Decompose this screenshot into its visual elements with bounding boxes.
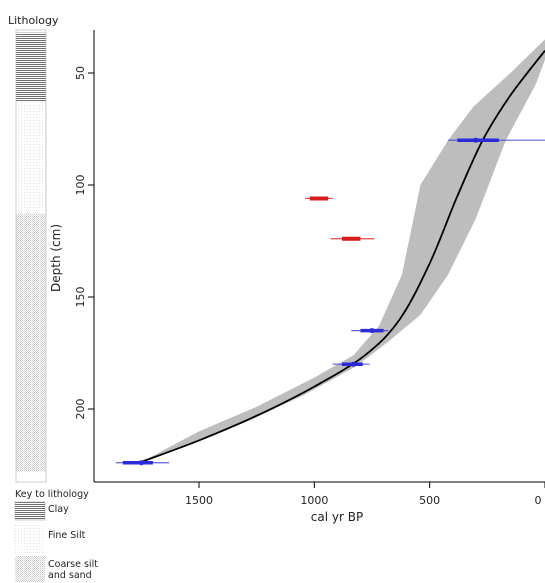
y-tick-label-50: 50 bbox=[74, 66, 87, 80]
date-accepted-1 bbox=[448, 137, 545, 143]
key-swatch-fine-silt bbox=[15, 523, 45, 553]
median-age-curve bbox=[138, 50, 545, 464]
y-axis-title: Depth (cm) bbox=[49, 224, 63, 292]
y-tick-label-150: 150 bbox=[74, 287, 87, 308]
key-swatch-clay bbox=[14, 501, 46, 521]
date-accepted-2 bbox=[351, 328, 389, 334]
key-label-fine-silt: Fine Silt bbox=[48, 530, 86, 541]
lithology-unit-1 bbox=[16, 32, 46, 103]
y-tick-label-200: 200 bbox=[74, 399, 87, 420]
key-label-coarse-2: and sand bbox=[48, 570, 92, 581]
key-label-coarse-1: Coarse silt bbox=[48, 559, 98, 570]
key-label-clay: Clay bbox=[48, 504, 69, 515]
lithology-column bbox=[15, 29, 47, 483]
uncertainty-band bbox=[125, 39, 545, 468]
key-title: Key to lithology bbox=[15, 489, 89, 500]
x-tick-label-1000: 1000 bbox=[300, 494, 328, 507]
y-tick-label-100: 100 bbox=[74, 175, 87, 196]
lithology-unit-2 bbox=[16, 102, 46, 215]
lithology-title: Lithology bbox=[8, 14, 59, 27]
date-accepted-4 bbox=[115, 460, 170, 466]
key-swatch-coarse bbox=[15, 556, 45, 582]
x-tick-label-500: 500 bbox=[419, 494, 440, 507]
x-tick-label-1500: 1500 bbox=[185, 494, 213, 507]
plot-area: 1500 1000 500 0 50 100 150 200 bbox=[74, 30, 545, 507]
lithology-unit-3 bbox=[16, 214, 46, 472]
lithology-frame bbox=[15, 29, 47, 483]
x-axis-title: cal yr BP bbox=[311, 510, 363, 524]
date-accepted-3 bbox=[332, 361, 370, 367]
x-tick-label-0: 0 bbox=[535, 494, 542, 507]
